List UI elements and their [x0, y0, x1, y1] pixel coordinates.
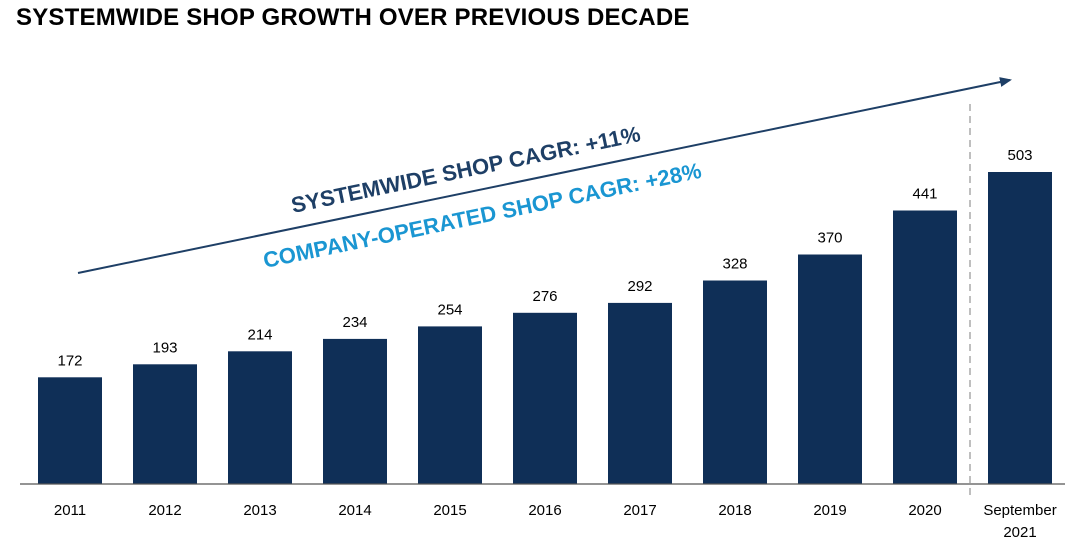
x-tick-label: 2019: [813, 502, 846, 519]
value-label: 328: [722, 256, 747, 273]
x-tick-label-line: 2011: [54, 502, 86, 519]
x-tick-label: 2017: [623, 502, 656, 519]
bars-group: [38, 172, 1052, 484]
value-labels-group: 172 193 214 234 254 276 292 328 370 441 503: [57, 147, 1032, 369]
x-tick-label-line: 2014: [338, 502, 371, 519]
x-tick-label-line: 2016: [528, 502, 561, 519]
bar-september-2021: [988, 172, 1052, 484]
x-tick-label: 2013: [243, 502, 276, 519]
x-tick-label: 2018: [718, 502, 751, 519]
x-tick-label: 2015: [433, 502, 466, 519]
chart-title: SYSTEMWIDE SHOP GROWTH OVER PREVIOUS DEC…: [16, 4, 690, 31]
bar-2012: [133, 364, 197, 484]
value-label: 254: [437, 301, 462, 318]
growth-trend-arrow: [77, 77, 1012, 274]
x-tick-label-line: 2018: [718, 502, 751, 519]
x-tick-label-line: 2013: [243, 502, 276, 519]
x-tick-label-line: 2012: [148, 502, 181, 519]
x-tick-label-line: 2021: [1003, 524, 1036, 541]
x-tick-label-line: 2017: [623, 502, 656, 519]
value-label: 234: [342, 314, 367, 331]
value-label: 441: [912, 186, 937, 203]
bar-2014: [323, 338, 387, 484]
bar-2019: [798, 254, 862, 484]
x-tick-label: September 2021: [983, 502, 1056, 541]
value-label: 370: [817, 230, 842, 247]
bar-2011: [38, 377, 102, 484]
x-tick-label-line: 2020: [908, 502, 941, 519]
value-label: 292: [627, 278, 652, 295]
bar-2018: [703, 280, 767, 484]
x-tick-label: 2011: [54, 502, 86, 519]
value-label: 193: [152, 339, 177, 356]
value-label: 276: [532, 288, 557, 305]
value-label: 172: [57, 352, 82, 369]
bar-2015: [418, 326, 482, 484]
bar-2020: [893, 210, 957, 484]
bar-2013: [228, 351, 292, 484]
x-tick-label: 2014: [338, 502, 371, 519]
x-tick-label: 2020: [908, 502, 941, 519]
x-tick-label-line: September: [983, 502, 1056, 519]
x-tick-label: 2016: [528, 502, 561, 519]
x-tick-labels-group: 2011 2012 2013 2014 2015 2016 2017 2018 2019 2020…: [54, 502, 1057, 541]
x-tick-label-line: 2019: [813, 502, 846, 519]
value-label: 503: [1007, 147, 1032, 164]
value-label: 214: [247, 326, 272, 343]
x-tick-label: 2012: [148, 502, 181, 519]
bar-2016: [513, 312, 577, 484]
x-tick-label-line: 2015: [433, 502, 466, 519]
bar-2017: [608, 302, 672, 484]
